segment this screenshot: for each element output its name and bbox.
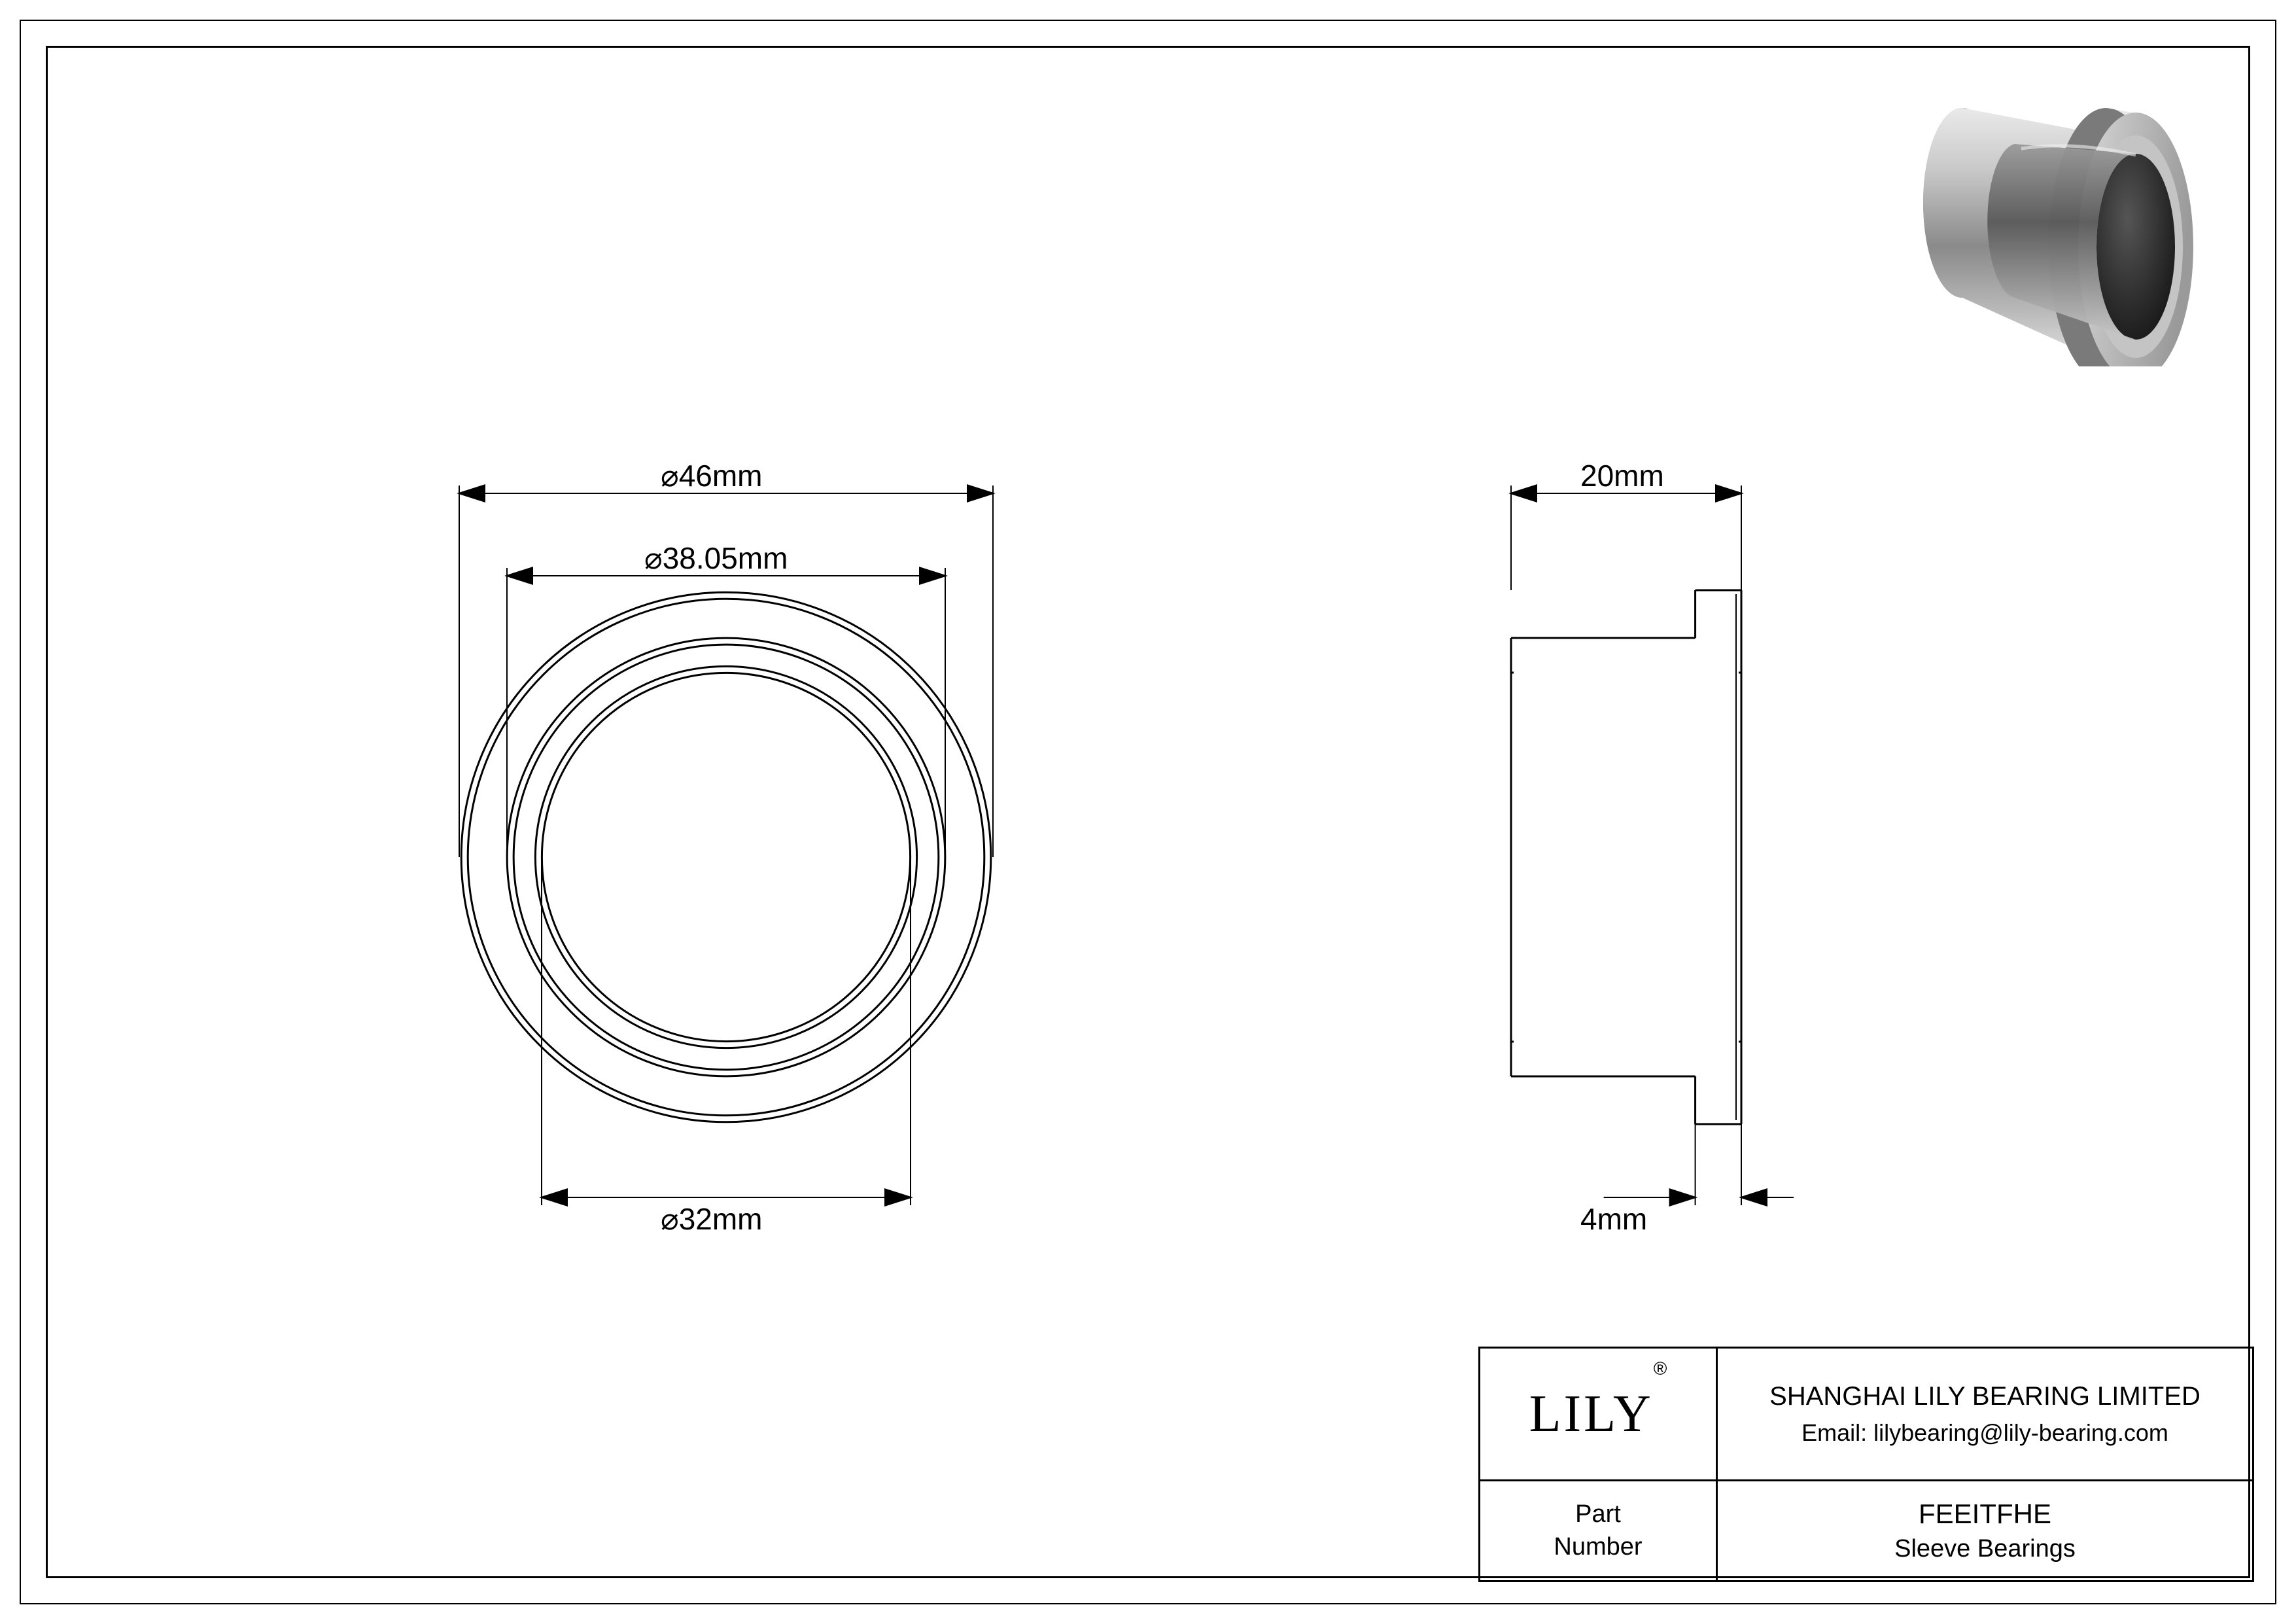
title-company-cell: SHANGHAI LILY BEARING LIMITED Email: lil… [1716,1347,2254,1481]
part-description: Sleeve Bearings [1894,1535,2076,1563]
logo-reg: ® [1654,1358,1667,1379]
title-logo-cell: LILY® [1478,1347,1718,1481]
logo: LILY® [1529,1385,1667,1444]
company-email: Email: lilybearing@lily-bearing.com [1801,1419,2168,1447]
logo-text: LILY [1529,1385,1654,1443]
dim-length: 20mm [1580,458,1664,493]
part-number: FEEITFHE [1919,1498,2051,1530]
dim-flange-thk: 4mm [1580,1201,1647,1237]
dim-flange-dia: ⌀46mm [661,458,763,493]
title-partlabel-cell: Part Number [1478,1479,1718,1582]
dim-inner-dia: ⌀32mm [661,1201,763,1237]
title-block: LILY® SHANGHAI LILY BEARING LIMITED Emai… [1478,1347,2250,1578]
company-name: SHANGHAI LILY BEARING LIMITED [1769,1382,2200,1411]
part-number-label: Part Number [1554,1498,1642,1563]
title-partval-cell: FEEITFHE Sleeve Bearings [1716,1479,2254,1582]
dim-outer-dia: ⌀38.05mm [644,540,788,576]
render-3d [1884,85,2237,366]
